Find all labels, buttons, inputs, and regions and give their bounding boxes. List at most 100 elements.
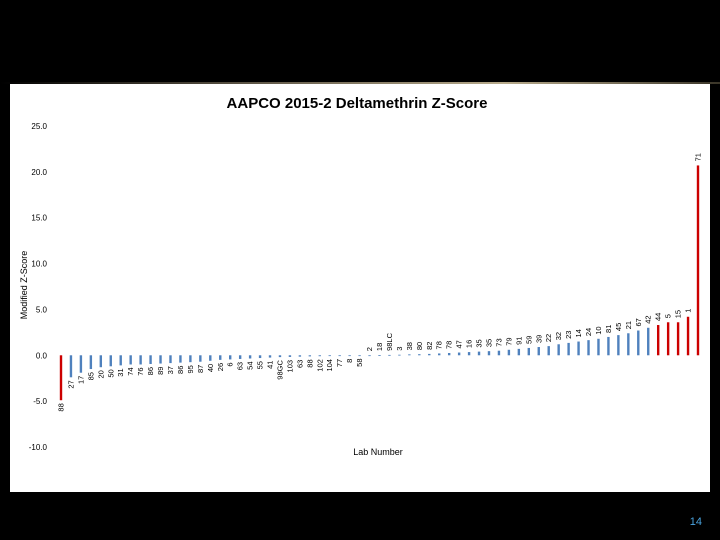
chart-title: AAPCO 2015-2 Deltamethrin Z-Score: [227, 95, 488, 112]
x-tick-label: 39: [534, 335, 543, 343]
bars: [59, 165, 700, 401]
outlier-bar: [666, 322, 670, 356]
x-tick-label: 79: [504, 337, 513, 345]
x-tick-label: 47: [455, 340, 464, 348]
y-tick-label: 15.0: [31, 214, 47, 223]
data-bar: [477, 351, 481, 356]
data-bar: [79, 355, 83, 373]
data-bar: [248, 355, 252, 359]
y-tick-label: 0.0: [36, 351, 48, 360]
x-tick-label: 35: [475, 339, 484, 347]
x-tick-label: 40: [206, 364, 215, 372]
outlier-bar: [59, 355, 63, 401]
outlier-bar: [696, 165, 700, 356]
x-tick-label: 32: [554, 332, 563, 340]
data-bar: [547, 346, 550, 356]
data-bar: [298, 355, 302, 357]
page-number: 14: [689, 516, 702, 528]
x-tick-label: 82: [425, 342, 434, 350]
data-bar: [497, 350, 501, 356]
data-bar: [358, 355, 361, 357]
data-bar: [507, 349, 511, 356]
data-bar: [179, 355, 182, 363]
x-tick-label: 86: [146, 367, 155, 375]
x-tick-label: 6: [226, 362, 235, 366]
x-tick-label: 22: [544, 334, 553, 342]
x-tick-label: 31: [116, 368, 125, 376]
data-bar: [348, 355, 351, 357]
data-bar: [587, 340, 590, 356]
x-tick-label: 15: [674, 310, 683, 318]
x-tick-label: 71: [694, 153, 703, 161]
x-tick-label: 20: [96, 370, 105, 378]
data-bar: [318, 355, 321, 357]
data-bar: [288, 355, 292, 357]
outlier-bar: [676, 322, 680, 356]
y-tick-label: 10.0: [31, 260, 47, 269]
y-tick-label: 25.0: [31, 122, 47, 131]
data-bar: [597, 338, 600, 356]
title-divider: [0, 82, 720, 84]
x-tick-label: 26: [216, 363, 225, 371]
data-bar: [199, 355, 202, 362]
x-tick-label: 45: [614, 323, 623, 331]
x-tick-label: 77: [335, 359, 344, 367]
data-bar: [398, 354, 401, 356]
x-tick-label: 54: [246, 361, 255, 369]
data-bar: [139, 355, 142, 365]
data-bar: [159, 355, 162, 364]
x-tick-label: 58: [355, 358, 364, 366]
data-bar: [368, 355, 371, 357]
x-tick-label: 80: [415, 342, 424, 350]
data-bar: [627, 333, 630, 356]
x-tick-label: 17: [76, 376, 85, 384]
data-bar: [428, 353, 431, 356]
x-tick-label: 103: [285, 360, 294, 373]
data-bar: [537, 347, 540, 356]
x-tick-label: 76: [136, 367, 145, 375]
x-tick-label: 89: [156, 367, 165, 375]
x-tick-label: 73: [494, 338, 503, 346]
data-bar: [119, 355, 122, 366]
data-bar: [258, 355, 262, 359]
data-bar: [527, 347, 530, 356]
x-tick-label: 88: [305, 359, 314, 367]
data-bar: [447, 352, 451, 356]
data-bar: [99, 355, 103, 368]
x-tick-label: 24: [584, 328, 593, 336]
x-tick-label: 37: [166, 366, 175, 374]
chart-panel: [10, 84, 710, 492]
x-tick-label: 1: [684, 309, 693, 313]
data-bar: [129, 355, 132, 365]
data-bar: [149, 355, 152, 364]
y-tick-label: -5.0: [33, 397, 47, 406]
x-tick-label: 59: [524, 336, 533, 344]
x-tick-label: 41: [266, 361, 275, 369]
x-tick-label: 67: [634, 318, 643, 326]
data-bar: [338, 355, 341, 357]
x-tick-label: 102: [315, 359, 324, 372]
x-tick-label: 2: [365, 347, 374, 351]
x-tick-label: 55: [256, 361, 265, 369]
data-bar: [169, 355, 172, 364]
data-bar: [219, 355, 222, 360]
x-tick-label: 8: [345, 359, 354, 363]
x-tick-label: 95: [186, 365, 195, 373]
data-bar: [408, 354, 411, 356]
y-tick-label: -10.0: [29, 443, 48, 452]
x-tick-label: 86: [176, 366, 185, 374]
data-bar: [567, 342, 570, 356]
x-tick-label: 87: [196, 365, 205, 373]
x-tick-label: 35: [484, 339, 493, 347]
data-bar: [418, 354, 421, 356]
x-tick-label: 23: [564, 331, 573, 339]
data-bar: [328, 355, 331, 357]
data-bar: [487, 351, 491, 356]
data-bar: [229, 355, 232, 360]
x-tick-label: 74: [126, 367, 135, 375]
data-bar: [189, 355, 192, 363]
y-axis-ticks: 25.0 20.0 15.0 10.0 5.0 0.0 -5.0 -10.0: [29, 122, 48, 452]
x-tick-label: 21: [624, 321, 633, 329]
